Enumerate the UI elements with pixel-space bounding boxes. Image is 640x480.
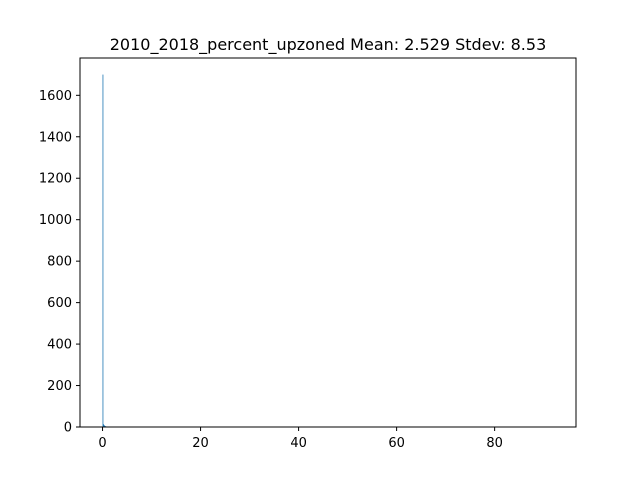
y-tick-label: 400 [47, 338, 72, 353]
histogram-bar [102, 74, 104, 427]
histogram-bar [104, 425, 105, 427]
y-tick-label: 0 [64, 421, 72, 436]
y-axis-ticks: 0 200 400 600 800 1000 1200 1400 1600 [39, 89, 80, 436]
bars-group [102, 74, 159, 427]
y-tick-label: 800 [47, 255, 72, 270]
y-tick-label: 1600 [39, 89, 72, 104]
y-tick-label: 1200 [39, 172, 72, 187]
plot-frame [79, 57, 577, 428]
y-tick-label: 600 [47, 296, 72, 311]
chart-title: 2010_2018_percent_upzoned Mean: 2.529 St… [110, 35, 547, 55]
y-tick-label: 1000 [39, 213, 72, 228]
histogram-bar [104, 425, 106, 427]
x-tick-label: 0 [98, 436, 106, 451]
x-tick-label: 60 [388, 436, 405, 451]
x-tick-label: 20 [192, 436, 209, 451]
x-tick-label: 80 [486, 436, 503, 451]
histogram-bar [103, 424, 104, 427]
y-tick-label: 1400 [39, 130, 72, 145]
x-tick-label: 40 [290, 436, 307, 451]
histogram-bar [103, 424, 105, 427]
y-tick-label: 200 [47, 379, 72, 394]
x-axis-ticks: 0 20 40 60 80 [98, 427, 503, 451]
